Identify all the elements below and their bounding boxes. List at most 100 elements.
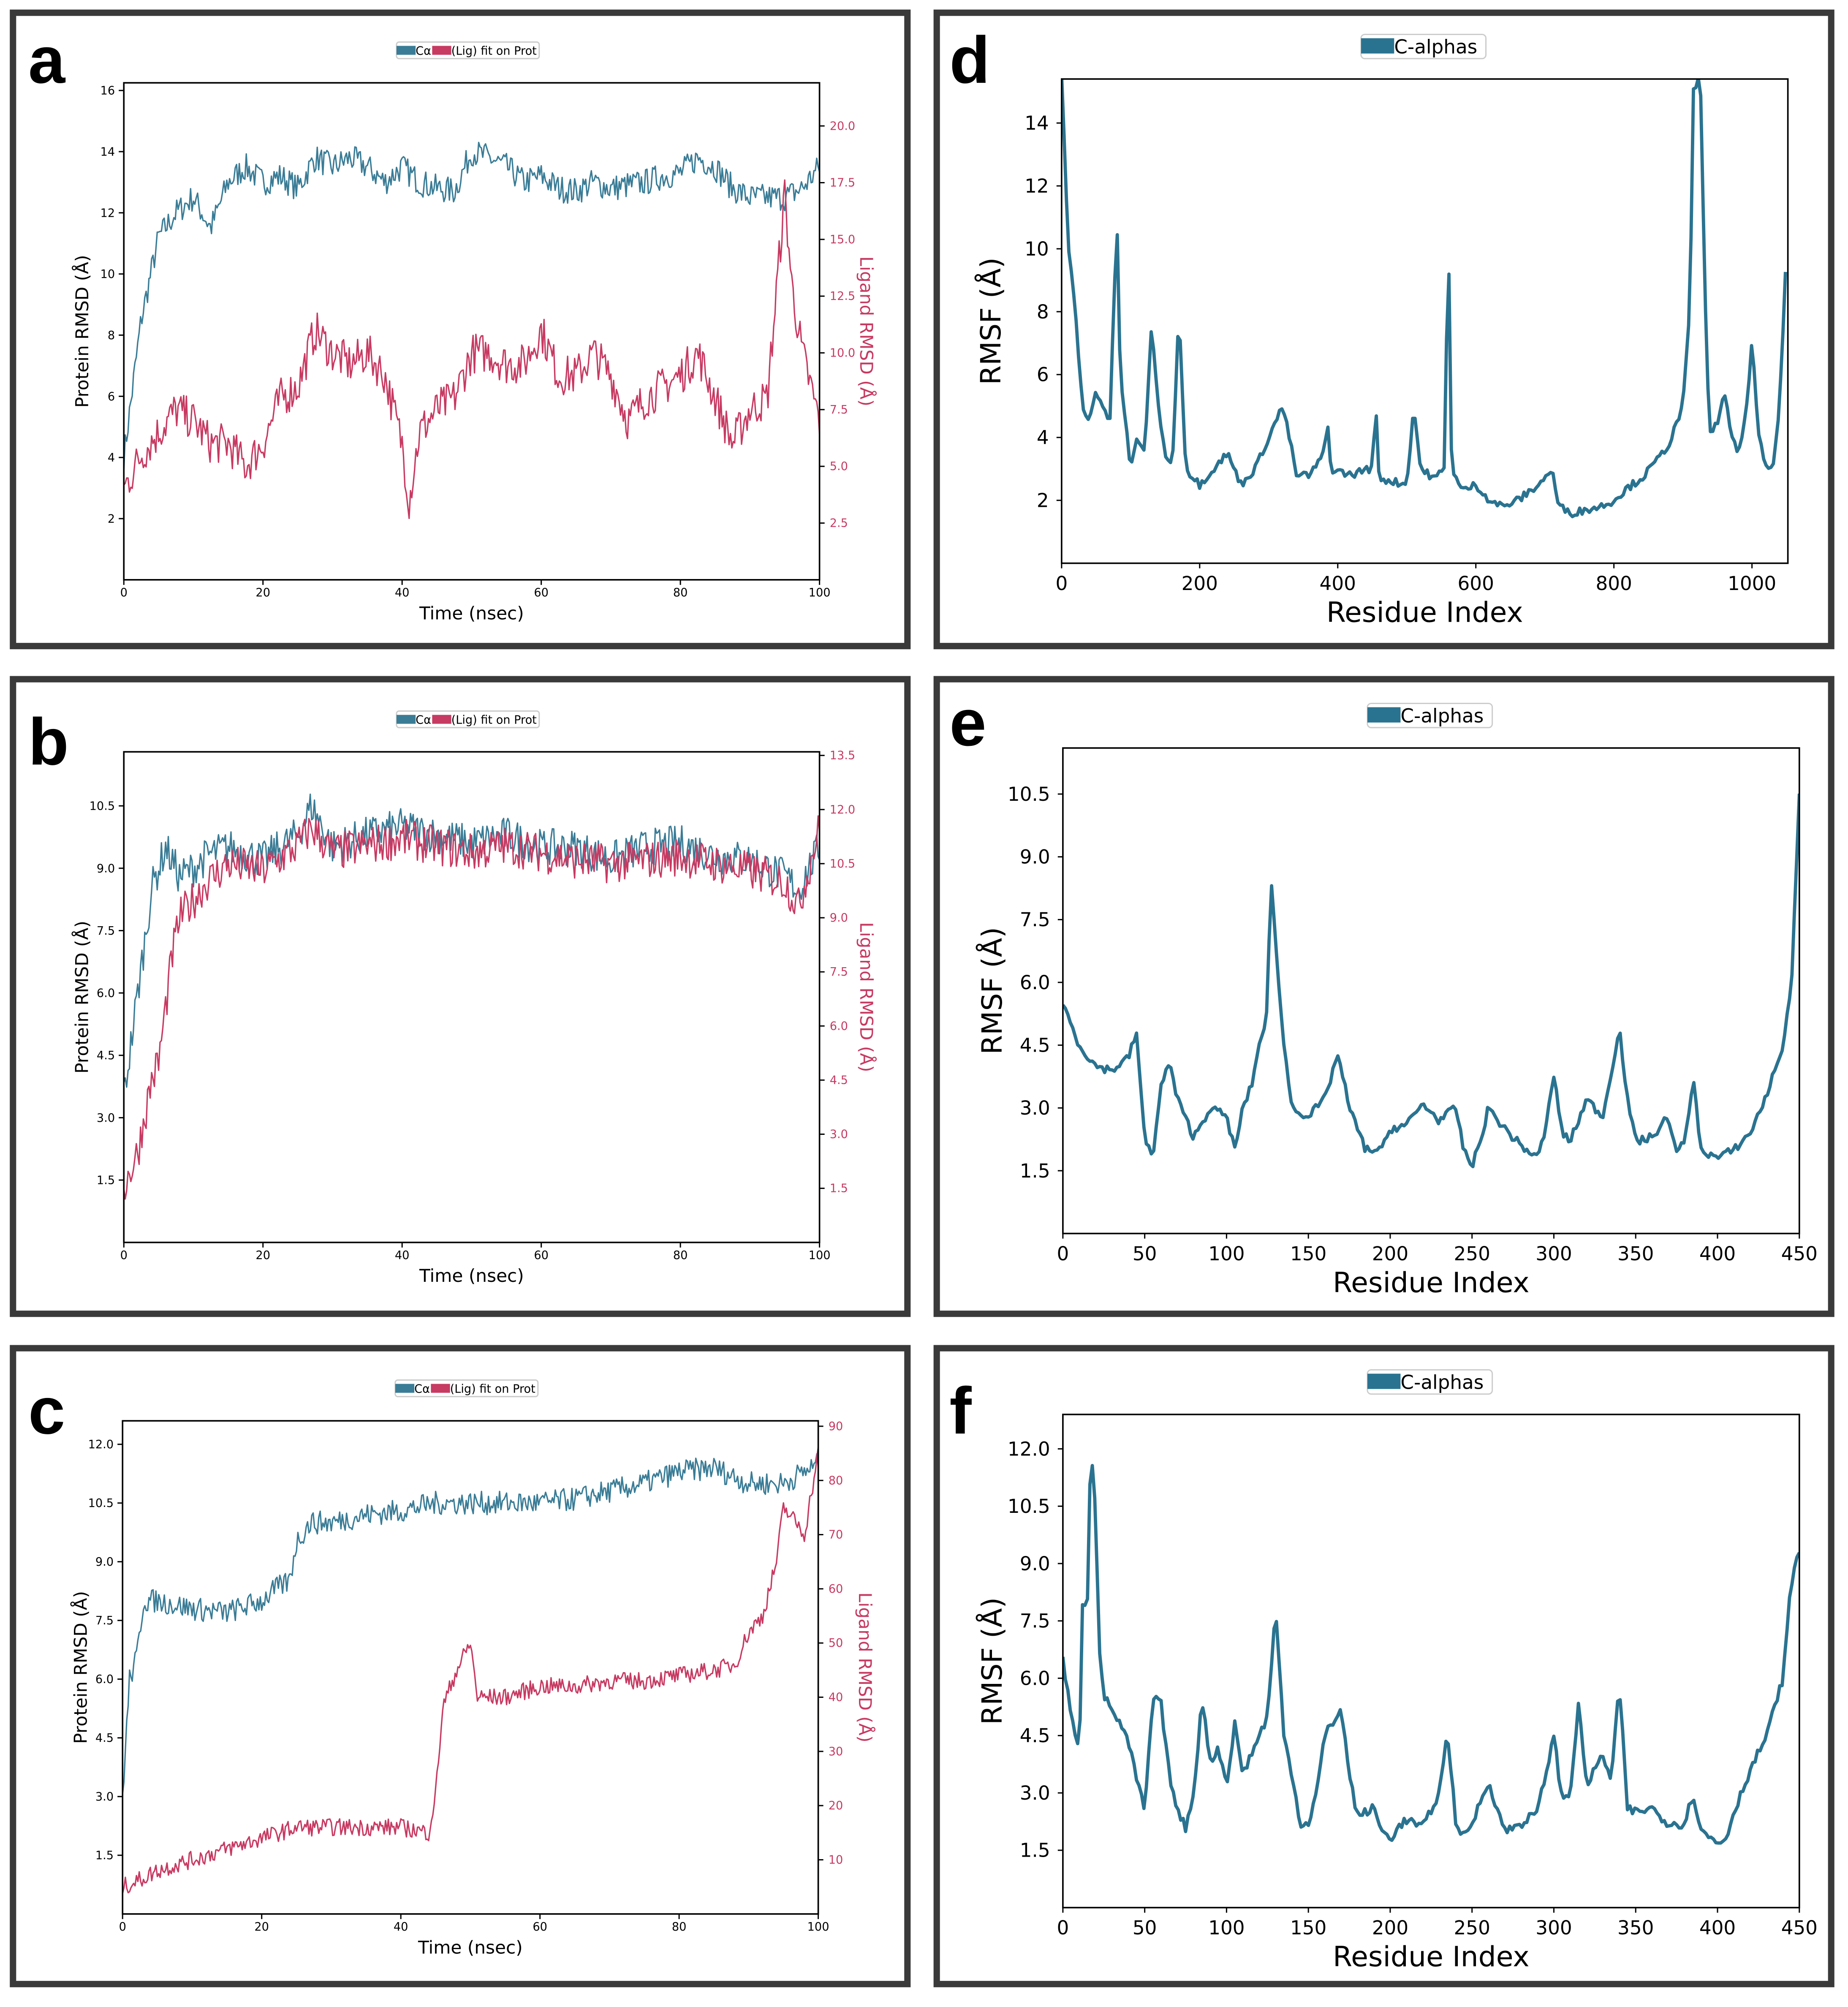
- panel-c: c 0 20 40 60 80 100 1.5 3.0 4.5 6.0 7.5 9.0 10.5 12.0 1…: [10, 1345, 911, 1988]
- x-tick-label: 40: [395, 1249, 410, 1262]
- legend-swatch-ligand: [431, 1384, 450, 1393]
- y-tick-label: 1.5: [1020, 1839, 1050, 1862]
- y-right-tick-label: 10.5: [830, 857, 855, 870]
- y-right-tick-label: 20: [829, 1799, 843, 1812]
- legend-label-ligand: (Lig) fit on Prot: [451, 714, 537, 727]
- protein-series-line: [122, 1453, 818, 1794]
- panel-frame: [933, 1345, 1834, 1988]
- panel-frame: [10, 676, 911, 1317]
- panel-letter: c: [28, 1374, 65, 1448]
- y-tick-label: 4.5: [1020, 1034, 1050, 1056]
- y-tick-label: 3.0: [1020, 1782, 1050, 1804]
- y-tick-label: 14: [101, 146, 115, 159]
- plot-area: [122, 1420, 819, 1915]
- x-tick-label: 250: [1454, 1917, 1490, 1939]
- y-tick-label: 4.5: [1020, 1724, 1050, 1747]
- y-right-tick-label: 5.0: [830, 460, 848, 473]
- y-tick-label: 6.0: [1020, 971, 1050, 994]
- y-tick-label: 6.0: [97, 987, 115, 1000]
- x-tick-label: 80: [673, 1249, 688, 1262]
- legend-swatch-protein: [396, 715, 416, 724]
- plot-area: [1062, 747, 1800, 1235]
- y-tick-label: 6.0: [1020, 1667, 1050, 1689]
- protein-series-line: [124, 141, 820, 471]
- y-right-tick-label: 70: [829, 1528, 843, 1542]
- y-right-tick-label: 10.0: [830, 347, 855, 360]
- y-tick-label: 6: [1037, 364, 1049, 386]
- x-tick-label: 0: [120, 1249, 128, 1262]
- y-tick-label: 3.0: [95, 1790, 114, 1803]
- plot-area: [1061, 78, 1789, 564]
- x-tick-label: 200: [1182, 572, 1218, 595]
- panel-letter: f: [949, 1374, 972, 1448]
- y-tick-label: 10.5: [88, 1497, 114, 1510]
- y-tick-label: 12: [1025, 175, 1049, 197]
- x-tick-label: 0: [1055, 572, 1068, 595]
- panel-b: b 0 20 40 60 80 100 1.5 3.0 4.5 6.0 7.5 9.0 10.5 1.5 3.…: [10, 676, 911, 1317]
- panel-a: a 0 20 40 60 80 100 2 4 6 8 10 12 14 16 2.5 5.0 7.5 10.0 12…: [10, 9, 911, 650]
- y-tick-label: 10.5: [90, 800, 115, 813]
- legend: C-alphas: [1367, 702, 1493, 729]
- panel-letter: e: [949, 686, 986, 760]
- y-tick-label: 7.5: [1020, 908, 1050, 931]
- x-tick-label: 100: [809, 586, 831, 599]
- legend-label-rmsf: C-alphas: [1400, 705, 1484, 727]
- y-right-tick-label: 2.5: [830, 517, 848, 530]
- y-right-tick-label: 7.5: [830, 403, 848, 416]
- y-tick-label: 10: [101, 268, 115, 281]
- y-axis-label: RMSF (Å): [976, 927, 1008, 1055]
- x-tick-label: 350: [1617, 1917, 1654, 1939]
- x-tick-label: 20: [255, 1249, 270, 1262]
- x-axis-label: Residue Index: [1333, 1940, 1530, 1973]
- x-tick-label: 800: [1595, 572, 1632, 595]
- y-tick-label: 4.5: [95, 1732, 114, 1745]
- protein-series-line: [1063, 793, 1799, 1169]
- x-axis-label: Time (nsec): [418, 1937, 523, 1958]
- y-right-tick-label: 40: [829, 1691, 843, 1704]
- x-tick-label: 0: [120, 586, 128, 599]
- x-tick-label: 20: [255, 586, 270, 599]
- x-tick-label: 150: [1290, 1243, 1326, 1265]
- protein-series-line: [124, 793, 820, 1088]
- legend-swatch-rmsf: [1361, 38, 1394, 54]
- y-tick-label: 3.0: [1020, 1097, 1050, 1119]
- legend-swatch-protein: [396, 46, 416, 55]
- legend: Cα (Lig) fit on Prot: [396, 41, 540, 60]
- panel-f: f 0 50 100 150 200 250 300 350 400 450 1.5 3.0 4.5 6.0…: [933, 1345, 1834, 1988]
- y-right-tick-label: 17.5: [830, 177, 855, 190]
- y-tick-label: 2: [1037, 490, 1049, 512]
- y-tick-label: 7.5: [1020, 1610, 1050, 1632]
- x-tick-label: 350: [1617, 1243, 1654, 1265]
- y-tick-label: 7.5: [97, 925, 115, 938]
- y-right-axis-label: Ligand RMSD (Å): [855, 1592, 876, 1742]
- x-tick-label: 250: [1454, 1243, 1490, 1265]
- y-right-tick-label: 1.5: [830, 1182, 848, 1195]
- legend-label-protein: Cα: [416, 714, 431, 727]
- x-tick-label: 0: [1057, 1243, 1069, 1265]
- y-tick-label: 9.0: [95, 1556, 114, 1569]
- plot-area: [123, 82, 821, 581]
- x-tick-label: 600: [1458, 572, 1494, 595]
- x-tick-label: 450: [1781, 1917, 1818, 1939]
- x-axis-label: Residue Index: [1333, 1266, 1530, 1299]
- y-tick-label: 9.0: [97, 862, 115, 875]
- legend-label-ligand: (Lig) fit on Prot: [450, 1383, 535, 1396]
- y-right-tick-label: 7.5: [830, 965, 848, 979]
- x-tick-label: 100: [807, 1920, 829, 1934]
- x-tick-label: 50: [1133, 1243, 1157, 1265]
- ligand-series-line: [124, 815, 820, 1200]
- plot-area: [1062, 1414, 1800, 1909]
- x-tick-label: 40: [395, 586, 410, 599]
- legend: C-alphas: [1360, 33, 1487, 60]
- x-tick-label: 450: [1781, 1243, 1818, 1265]
- x-tick-label: 60: [534, 1249, 549, 1262]
- x-tick-label: 400: [1699, 1243, 1736, 1265]
- panel-d: d 0 200 400 600 800 1000 2 4 6 8 10 12 14 Residue Inde…: [933, 9, 1834, 650]
- y-tick-label: 10: [1025, 238, 1049, 260]
- legend-swatch-rmsf: [1367, 707, 1401, 723]
- y-right-tick-label: 15.0: [830, 233, 855, 246]
- y-tick-label: 10.5: [1008, 783, 1050, 805]
- x-tick-label: 150: [1290, 1917, 1326, 1939]
- legend: Cα (Lig) fit on Prot: [394, 1379, 539, 1398]
